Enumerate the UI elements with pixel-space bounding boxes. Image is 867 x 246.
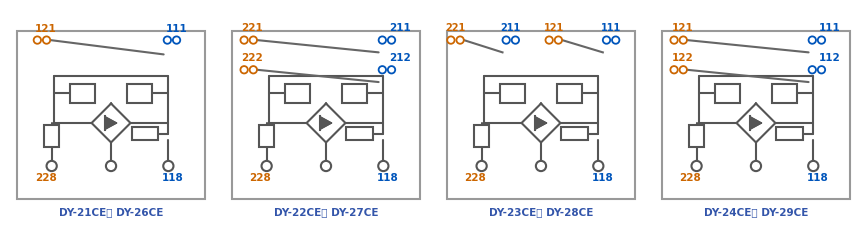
- Text: 221: 221: [241, 23, 264, 33]
- Circle shape: [603, 36, 610, 44]
- Circle shape: [379, 66, 386, 74]
- Text: 228: 228: [250, 173, 271, 183]
- Circle shape: [818, 66, 825, 74]
- Text: 118: 118: [806, 173, 828, 183]
- Circle shape: [809, 36, 816, 44]
- Bar: [689, 125, 704, 147]
- Bar: [259, 125, 274, 147]
- Circle shape: [512, 36, 519, 44]
- Polygon shape: [536, 117, 546, 129]
- Text: 118: 118: [161, 173, 183, 183]
- Circle shape: [250, 66, 257, 74]
- Text: 111: 111: [166, 24, 187, 34]
- Bar: [231, 31, 420, 199]
- Circle shape: [680, 66, 687, 74]
- Circle shape: [456, 36, 464, 44]
- Circle shape: [680, 36, 687, 44]
- Text: 111: 111: [818, 23, 840, 33]
- Circle shape: [388, 66, 395, 74]
- Circle shape: [240, 66, 248, 74]
- Circle shape: [378, 161, 388, 171]
- Text: 112: 112: [818, 53, 840, 62]
- Circle shape: [379, 36, 386, 44]
- Text: 121: 121: [544, 23, 564, 33]
- Circle shape: [593, 161, 603, 171]
- Bar: [474, 125, 489, 147]
- Bar: [285, 84, 310, 103]
- Bar: [44, 125, 59, 147]
- Circle shape: [34, 36, 41, 44]
- Bar: [342, 84, 367, 103]
- Circle shape: [555, 36, 562, 44]
- Text: 118: 118: [376, 173, 398, 183]
- Text: 121: 121: [671, 23, 693, 33]
- Text: 222: 222: [241, 53, 264, 62]
- Circle shape: [692, 161, 701, 171]
- Circle shape: [751, 161, 761, 171]
- Text: DY-21CE， DY-26CE: DY-21CE， DY-26CE: [59, 207, 163, 217]
- Bar: [715, 84, 740, 103]
- Bar: [132, 127, 158, 140]
- Text: 122: 122: [671, 53, 693, 62]
- Bar: [447, 31, 636, 199]
- Text: DY-22CE， DY-27CE: DY-22CE， DY-27CE: [274, 207, 378, 217]
- Circle shape: [388, 36, 395, 44]
- Text: 111: 111: [601, 23, 622, 33]
- Text: 228: 228: [465, 173, 486, 183]
- Text: DY-23CE， DY-28CE: DY-23CE， DY-28CE: [489, 207, 593, 217]
- Bar: [772, 84, 797, 103]
- Circle shape: [106, 161, 116, 171]
- Circle shape: [250, 36, 257, 44]
- Bar: [70, 84, 95, 103]
- Bar: [557, 84, 582, 103]
- Circle shape: [321, 161, 331, 171]
- Circle shape: [503, 36, 510, 44]
- Circle shape: [670, 66, 678, 74]
- Circle shape: [809, 66, 816, 74]
- Bar: [127, 84, 152, 103]
- Text: 221: 221: [446, 23, 466, 33]
- Circle shape: [173, 36, 180, 44]
- Circle shape: [164, 36, 171, 44]
- Text: 121: 121: [35, 24, 56, 34]
- Bar: [562, 127, 588, 140]
- Text: 118: 118: [591, 173, 613, 183]
- Bar: [777, 127, 803, 140]
- Circle shape: [670, 36, 678, 44]
- Circle shape: [477, 161, 486, 171]
- Polygon shape: [321, 117, 331, 129]
- Circle shape: [808, 161, 818, 171]
- Text: 211: 211: [500, 23, 521, 33]
- Polygon shape: [751, 117, 761, 129]
- Text: DY-24CE， DY-29CE: DY-24CE， DY-29CE: [704, 207, 808, 217]
- Text: 228: 228: [680, 173, 701, 183]
- Bar: [347, 127, 373, 140]
- Circle shape: [447, 36, 454, 44]
- Circle shape: [240, 36, 248, 44]
- Circle shape: [42, 36, 50, 44]
- Bar: [16, 31, 205, 199]
- Circle shape: [612, 36, 619, 44]
- Circle shape: [47, 161, 56, 171]
- Polygon shape: [106, 117, 116, 129]
- Circle shape: [545, 36, 553, 44]
- Text: 228: 228: [35, 173, 56, 183]
- Bar: [500, 84, 525, 103]
- Bar: [662, 31, 851, 199]
- Circle shape: [163, 161, 173, 171]
- Circle shape: [536, 161, 546, 171]
- Text: 212: 212: [388, 53, 411, 62]
- Circle shape: [262, 161, 271, 171]
- Text: 211: 211: [388, 23, 411, 33]
- Circle shape: [818, 36, 825, 44]
